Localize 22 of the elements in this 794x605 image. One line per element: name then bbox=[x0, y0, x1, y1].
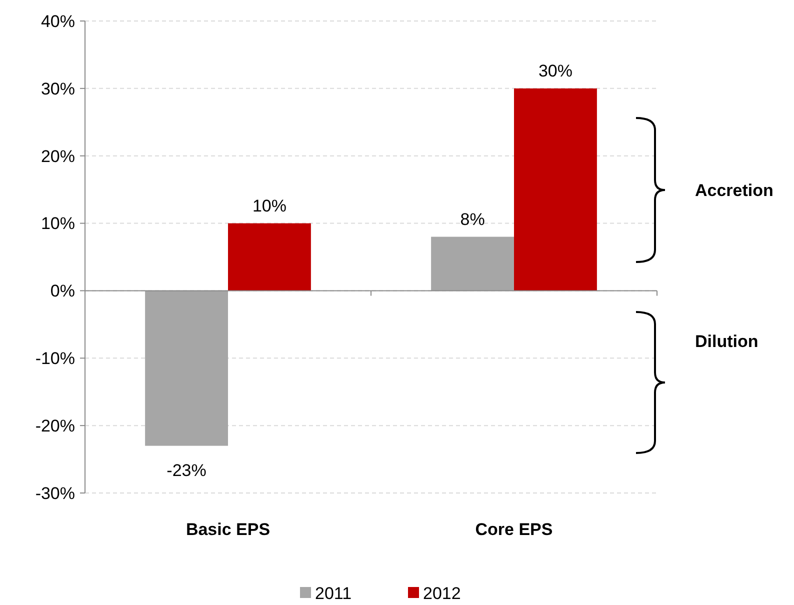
data-label: 10% bbox=[252, 196, 286, 216]
bar bbox=[431, 236, 514, 291]
x-tick-label: Basic EPS bbox=[186, 520, 270, 539]
y-tick-label: -20% bbox=[35, 416, 75, 436]
y-tick-label: 40% bbox=[40, 12, 75, 31]
data-label: 8% bbox=[460, 210, 485, 229]
bar bbox=[228, 223, 311, 291]
y-tick-label: 0% bbox=[50, 282, 75, 301]
data-label: 30% bbox=[538, 61, 572, 80]
y-tick-label: -30% bbox=[35, 484, 75, 503]
x-tick-label: Core EPS bbox=[475, 520, 553, 539]
y-tick-label: 10% bbox=[40, 214, 75, 234]
data-label: -23% bbox=[166, 460, 206, 480]
y-tick-label: 30% bbox=[40, 79, 75, 98]
bar bbox=[145, 290, 228, 446]
legend-label: 2012 bbox=[423, 584, 461, 603]
bar bbox=[514, 88, 597, 291]
y-tick-label: -10% bbox=[35, 349, 75, 368]
text: Accretion bbox=[695, 181, 774, 200]
y-tick-label: 20% bbox=[40, 146, 75, 166]
text: Dilution bbox=[695, 332, 758, 351]
legend-label: 2011 bbox=[315, 584, 352, 603]
